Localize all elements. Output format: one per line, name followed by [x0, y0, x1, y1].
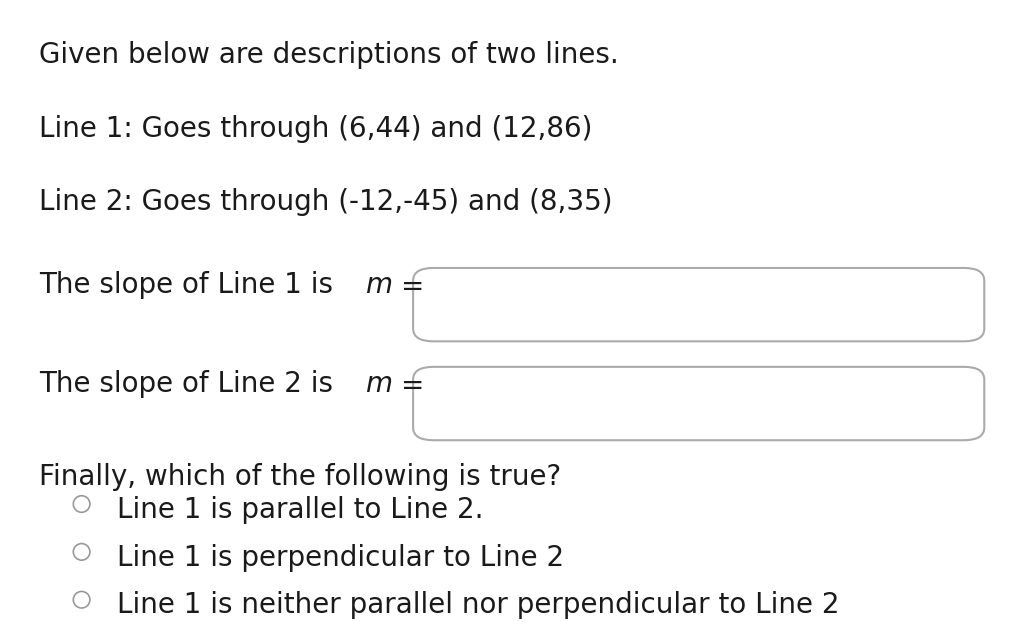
Text: Line 1: Goes through (6,44) and (12,86): Line 1: Goes through (6,44) and (12,86)	[39, 115, 592, 143]
FancyBboxPatch shape	[413, 367, 983, 440]
Text: The slope of Line 1 is: The slope of Line 1 is	[39, 271, 341, 299]
Text: Line 1 is perpendicular to Line 2: Line 1 is perpendicular to Line 2	[117, 544, 564, 572]
Text: The slope of Line 2 is: The slope of Line 2 is	[39, 370, 341, 398]
Ellipse shape	[73, 591, 90, 608]
Text: $m$: $m$	[365, 271, 392, 299]
FancyBboxPatch shape	[413, 268, 983, 341]
Text: Given below are descriptions of two lines.: Given below are descriptions of two line…	[39, 41, 618, 70]
Text: $=$: $=$	[394, 271, 422, 299]
Text: Line 1 is neither parallel nor perpendicular to Line 2: Line 1 is neither parallel nor perpendic…	[117, 591, 839, 619]
Ellipse shape	[73, 544, 90, 560]
Text: Finally, which of the following is true?: Finally, which of the following is true?	[39, 463, 560, 491]
Text: $m$: $m$	[365, 370, 392, 398]
Ellipse shape	[73, 496, 90, 512]
Text: Line 1 is parallel to Line 2.: Line 1 is parallel to Line 2.	[117, 496, 483, 524]
Text: Line 2: Goes through (-12,-45) and (8,35): Line 2: Goes through (-12,-45) and (8,35…	[39, 188, 611, 216]
Text: $=$: $=$	[394, 370, 422, 398]
